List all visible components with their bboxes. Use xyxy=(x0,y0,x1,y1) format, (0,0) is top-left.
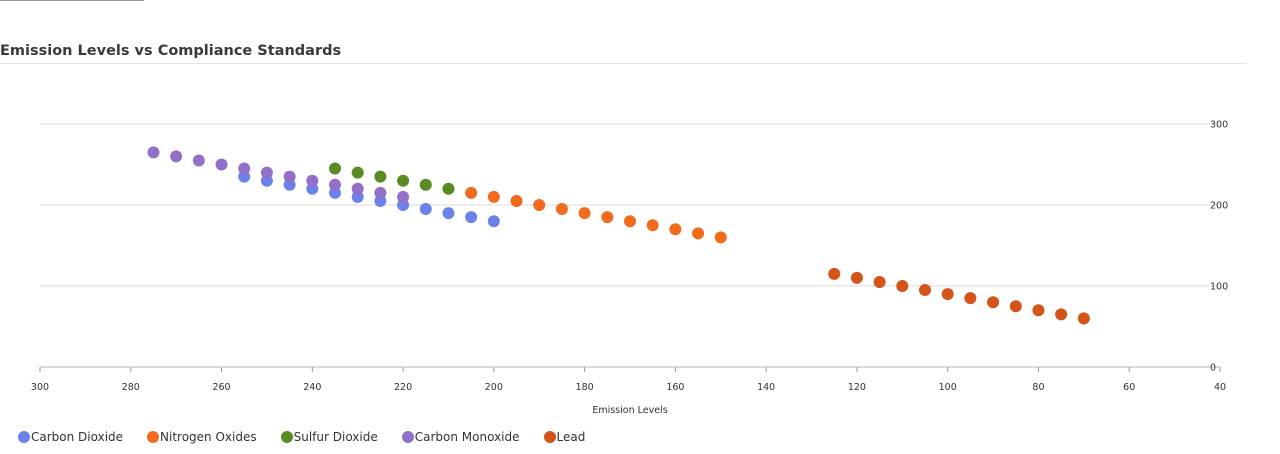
legend-item[interactable]: Lead xyxy=(543,430,586,444)
x-tick-label: 260 xyxy=(212,382,230,393)
data-point xyxy=(465,186,478,199)
data-point xyxy=(283,170,296,183)
data-point xyxy=(1077,312,1090,325)
x-tick-label: 120 xyxy=(848,382,866,393)
data-point xyxy=(351,182,364,195)
y-tick-label: 0 xyxy=(1210,363,1216,374)
data-point xyxy=(873,275,886,288)
legend-marker xyxy=(18,431,30,443)
legend-marker xyxy=(147,431,160,443)
data-point xyxy=(397,190,410,203)
x-tick-label: 160 xyxy=(666,382,684,393)
legend-item[interactable]: Sulfur Dioxide xyxy=(280,430,378,444)
data-point xyxy=(260,166,273,179)
data-point xyxy=(487,215,500,228)
title-divider xyxy=(0,63,1247,64)
data-point xyxy=(964,292,977,305)
data-point xyxy=(487,190,500,203)
data-point xyxy=(555,203,568,216)
legend-item[interactable]: Carbon Monoxide xyxy=(401,430,520,444)
data-point xyxy=(397,174,410,187)
data-point xyxy=(238,162,251,175)
x-tick-label: 140 xyxy=(757,382,775,393)
data-point xyxy=(987,296,1000,309)
y-tick-label: 300 xyxy=(1210,120,1228,131)
data-point xyxy=(533,199,546,211)
data-point xyxy=(669,223,682,236)
x-tick-label: 100 xyxy=(939,382,957,393)
data-point xyxy=(714,231,727,244)
data-point xyxy=(215,158,228,171)
data-point xyxy=(601,211,614,224)
y-tick-label: 200 xyxy=(1210,201,1228,212)
data-point xyxy=(646,219,659,232)
data-point xyxy=(896,280,909,292)
data-point xyxy=(465,211,478,224)
x-tick-label: 220 xyxy=(394,382,412,393)
data-point xyxy=(850,271,863,284)
data-point xyxy=(374,186,387,199)
data-point xyxy=(419,178,432,191)
data-point xyxy=(419,203,432,216)
legend-item[interactable]: Carbon Dioxide xyxy=(18,430,123,444)
data-point xyxy=(351,166,364,179)
data-point xyxy=(692,227,705,240)
legend-label: Carbon Dioxide xyxy=(31,430,124,444)
data-point xyxy=(510,194,523,207)
data-point xyxy=(578,207,591,220)
data-point xyxy=(1032,304,1045,317)
x-tick-label: 80 xyxy=(1032,382,1044,393)
legend-label: Carbon Monoxide xyxy=(414,430,520,444)
data-point xyxy=(1009,300,1022,313)
top-divider xyxy=(0,0,144,1)
x-tick-label: 200 xyxy=(485,382,503,393)
data-point xyxy=(828,267,841,280)
legend-item[interactable]: Nitrogen Oxides xyxy=(147,430,257,444)
data-point xyxy=(1055,308,1068,321)
x-tick-label: 180 xyxy=(576,382,594,393)
x-tick-label: 300 xyxy=(31,382,49,393)
x-tick-label: 60 xyxy=(1123,382,1135,393)
chart-title: Emission Levels vs Compliance Standards xyxy=(0,43,342,59)
y-tick-label: 100 xyxy=(1210,282,1228,293)
x-tick-label: 240 xyxy=(303,382,321,393)
data-point xyxy=(170,150,183,163)
legend-label: Sulfur Dioxide xyxy=(293,430,378,444)
data-point xyxy=(192,154,205,167)
x-tick-label: 40 xyxy=(1214,382,1226,393)
data-point xyxy=(442,182,455,195)
legend-label: Nitrogen Oxides xyxy=(160,430,257,444)
data-point xyxy=(329,162,341,175)
legend-label: Lead xyxy=(556,430,586,444)
data-point xyxy=(624,215,636,228)
legend-marker xyxy=(401,431,414,443)
data-point xyxy=(147,146,160,159)
legend-marker xyxy=(280,431,293,443)
data-point xyxy=(941,288,954,301)
data-point xyxy=(329,178,341,191)
chart-legend: Carbon Dioxide Nitrogen Oxides Sulfur Diox… xyxy=(18,430,609,444)
data-point xyxy=(374,170,387,183)
data-point xyxy=(919,284,931,297)
legend-marker xyxy=(543,431,556,443)
data-point xyxy=(306,174,319,187)
x-axis-title: Emission Levels xyxy=(592,405,667,416)
x-tick-label: 280 xyxy=(122,382,140,393)
data-point xyxy=(442,207,455,220)
